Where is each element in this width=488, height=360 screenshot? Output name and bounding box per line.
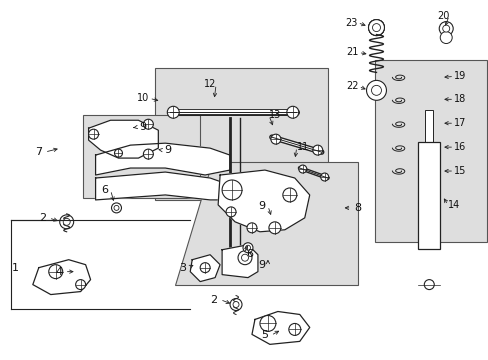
Text: 23: 23 bbox=[345, 18, 357, 28]
Text: 10: 10 bbox=[137, 93, 149, 103]
Text: 18: 18 bbox=[453, 94, 466, 104]
Text: 6: 6 bbox=[101, 185, 108, 195]
Circle shape bbox=[282, 188, 296, 202]
Circle shape bbox=[238, 251, 251, 265]
Polygon shape bbox=[88, 120, 158, 158]
Text: 9: 9 bbox=[164, 145, 171, 155]
Circle shape bbox=[442, 25, 449, 32]
Bar bbox=[425, 110, 432, 236]
Circle shape bbox=[245, 245, 250, 250]
Circle shape bbox=[286, 106, 298, 118]
Text: 19: 19 bbox=[453, 71, 466, 81]
Circle shape bbox=[233, 302, 239, 307]
Circle shape bbox=[225, 207, 236, 217]
Text: 11: 11 bbox=[296, 142, 308, 152]
Bar bbox=[417, 141, 439, 249]
Text: 4: 4 bbox=[55, 267, 62, 276]
Circle shape bbox=[229, 298, 242, 310]
Text: 7: 7 bbox=[35, 147, 42, 157]
Circle shape bbox=[368, 20, 384, 36]
Circle shape bbox=[246, 223, 256, 233]
Circle shape bbox=[366, 80, 386, 100]
Text: 17: 17 bbox=[453, 118, 466, 128]
Text: 15: 15 bbox=[453, 166, 466, 176]
Circle shape bbox=[114, 206, 119, 210]
Circle shape bbox=[424, 280, 433, 289]
Text: 5: 5 bbox=[261, 330, 268, 341]
Circle shape bbox=[439, 32, 451, 44]
Circle shape bbox=[268, 222, 280, 234]
Text: 13: 13 bbox=[268, 110, 281, 120]
Circle shape bbox=[167, 106, 179, 118]
Text: 21: 21 bbox=[346, 48, 358, 58]
Circle shape bbox=[111, 203, 121, 213]
Circle shape bbox=[241, 254, 248, 261]
Circle shape bbox=[320, 173, 328, 181]
Polygon shape bbox=[218, 170, 309, 232]
Text: 3: 3 bbox=[179, 263, 185, 273]
Circle shape bbox=[143, 149, 153, 159]
Text: 14: 14 bbox=[447, 200, 459, 210]
Polygon shape bbox=[155, 68, 327, 200]
Circle shape bbox=[438, 22, 452, 36]
Text: 9: 9 bbox=[139, 122, 145, 132]
Circle shape bbox=[49, 265, 62, 279]
Text: 22: 22 bbox=[346, 81, 358, 91]
Circle shape bbox=[368, 20, 384, 36]
Polygon shape bbox=[375, 60, 486, 242]
Polygon shape bbox=[175, 162, 357, 285]
Polygon shape bbox=[95, 143, 229, 175]
Circle shape bbox=[371, 85, 381, 95]
Text: 6: 6 bbox=[246, 249, 253, 259]
Text: 8: 8 bbox=[353, 203, 360, 213]
Circle shape bbox=[222, 180, 242, 200]
Text: 1: 1 bbox=[11, 263, 19, 273]
Polygon shape bbox=[82, 115, 200, 198]
Text: 16: 16 bbox=[453, 142, 466, 152]
Polygon shape bbox=[251, 311, 309, 345]
Text: 12: 12 bbox=[203, 79, 216, 89]
Circle shape bbox=[312, 145, 322, 155]
Text: 9: 9 bbox=[258, 260, 265, 270]
Polygon shape bbox=[95, 172, 229, 200]
Circle shape bbox=[243, 243, 252, 253]
Circle shape bbox=[270, 134, 280, 144]
Text: 9: 9 bbox=[258, 201, 265, 211]
Polygon shape bbox=[190, 255, 220, 282]
Polygon shape bbox=[33, 260, 90, 294]
Circle shape bbox=[288, 323, 300, 336]
Text: 20: 20 bbox=[436, 11, 448, 21]
Circle shape bbox=[372, 24, 380, 32]
Circle shape bbox=[60, 215, 74, 229]
Circle shape bbox=[88, 129, 99, 139]
Circle shape bbox=[298, 165, 306, 173]
Polygon shape bbox=[222, 245, 258, 278]
Circle shape bbox=[368, 20, 384, 36]
Circle shape bbox=[200, 263, 210, 273]
Circle shape bbox=[143, 119, 153, 129]
Circle shape bbox=[260, 315, 275, 332]
Circle shape bbox=[114, 149, 122, 157]
Text: 2: 2 bbox=[210, 294, 217, 305]
Circle shape bbox=[63, 219, 70, 225]
Circle shape bbox=[76, 280, 85, 289]
Text: 2: 2 bbox=[39, 213, 46, 223]
